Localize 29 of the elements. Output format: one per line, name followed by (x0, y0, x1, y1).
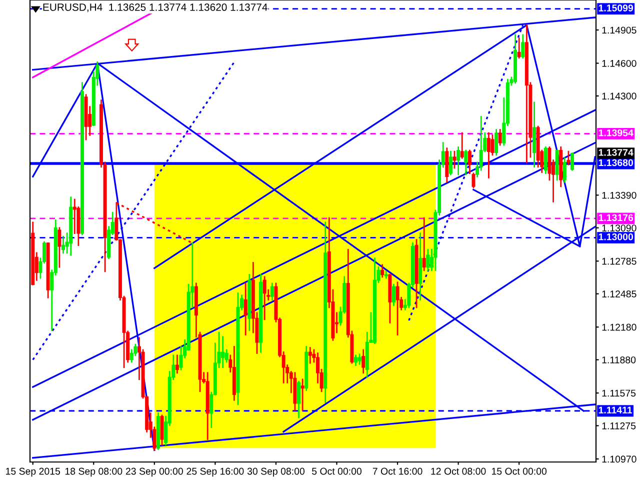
y-tick-label: 1.12180 (602, 324, 636, 331)
text: 1.13774 (598, 149, 634, 156)
y-tick-label: 1.14905 (602, 26, 636, 34)
y-tick-label: 1.12485 (602, 290, 636, 298)
x-tick-label: 30 Sep 08:00 (247, 468, 305, 477)
y-tick-label: 1.12785 (602, 258, 636, 265)
x-tick-label: 15 Sep 2015 (6, 468, 60, 477)
x-tick-label: 5 Oct 00:00 (312, 468, 362, 475)
x-tick-label: 7 Oct 16:00 (372, 468, 422, 475)
y-tick-label: 1.14600 (602, 60, 636, 67)
ref-line-label: 1.13176 (598, 214, 634, 222)
ref-line-label: 1.15099 (598, 4, 634, 12)
y-tick-label: 1.13390 (602, 192, 636, 199)
ref-line-label: 1.11411 (598, 406, 632, 414)
x-tick-label: 12 Oct 08:00 (431, 468, 486, 475)
y-tick-label: 1.13090 (602, 224, 636, 232)
x-tick-label: 18 Sep 08:00 (65, 468, 122, 477)
x-tick-label: 25 Sep 16:00 (186, 468, 244, 477)
ref-line-label: 1.13954 (598, 129, 634, 136)
y-tick-label: 1.11880 (602, 356, 636, 364)
y-tick-label: 1.11275 (602, 422, 636, 430)
ref-line-label: 1.13680 (598, 159, 634, 166)
y-tick-label: 1.14300 (602, 92, 636, 100)
x-tick-label: 15 Oct 00:00 (492, 468, 547, 475)
y-tick-label: 1.10970 (602, 456, 636, 463)
y-tick-label: 1.11575 (602, 390, 636, 397)
ref-line-label: 1.13000 (598, 233, 634, 240)
x-tick-label: 23 Sep 00:00 (126, 468, 183, 477)
chart-title: EURUSD,H4 1.13625 1.13774 1.13620 1.13774 (43, 4, 268, 12)
